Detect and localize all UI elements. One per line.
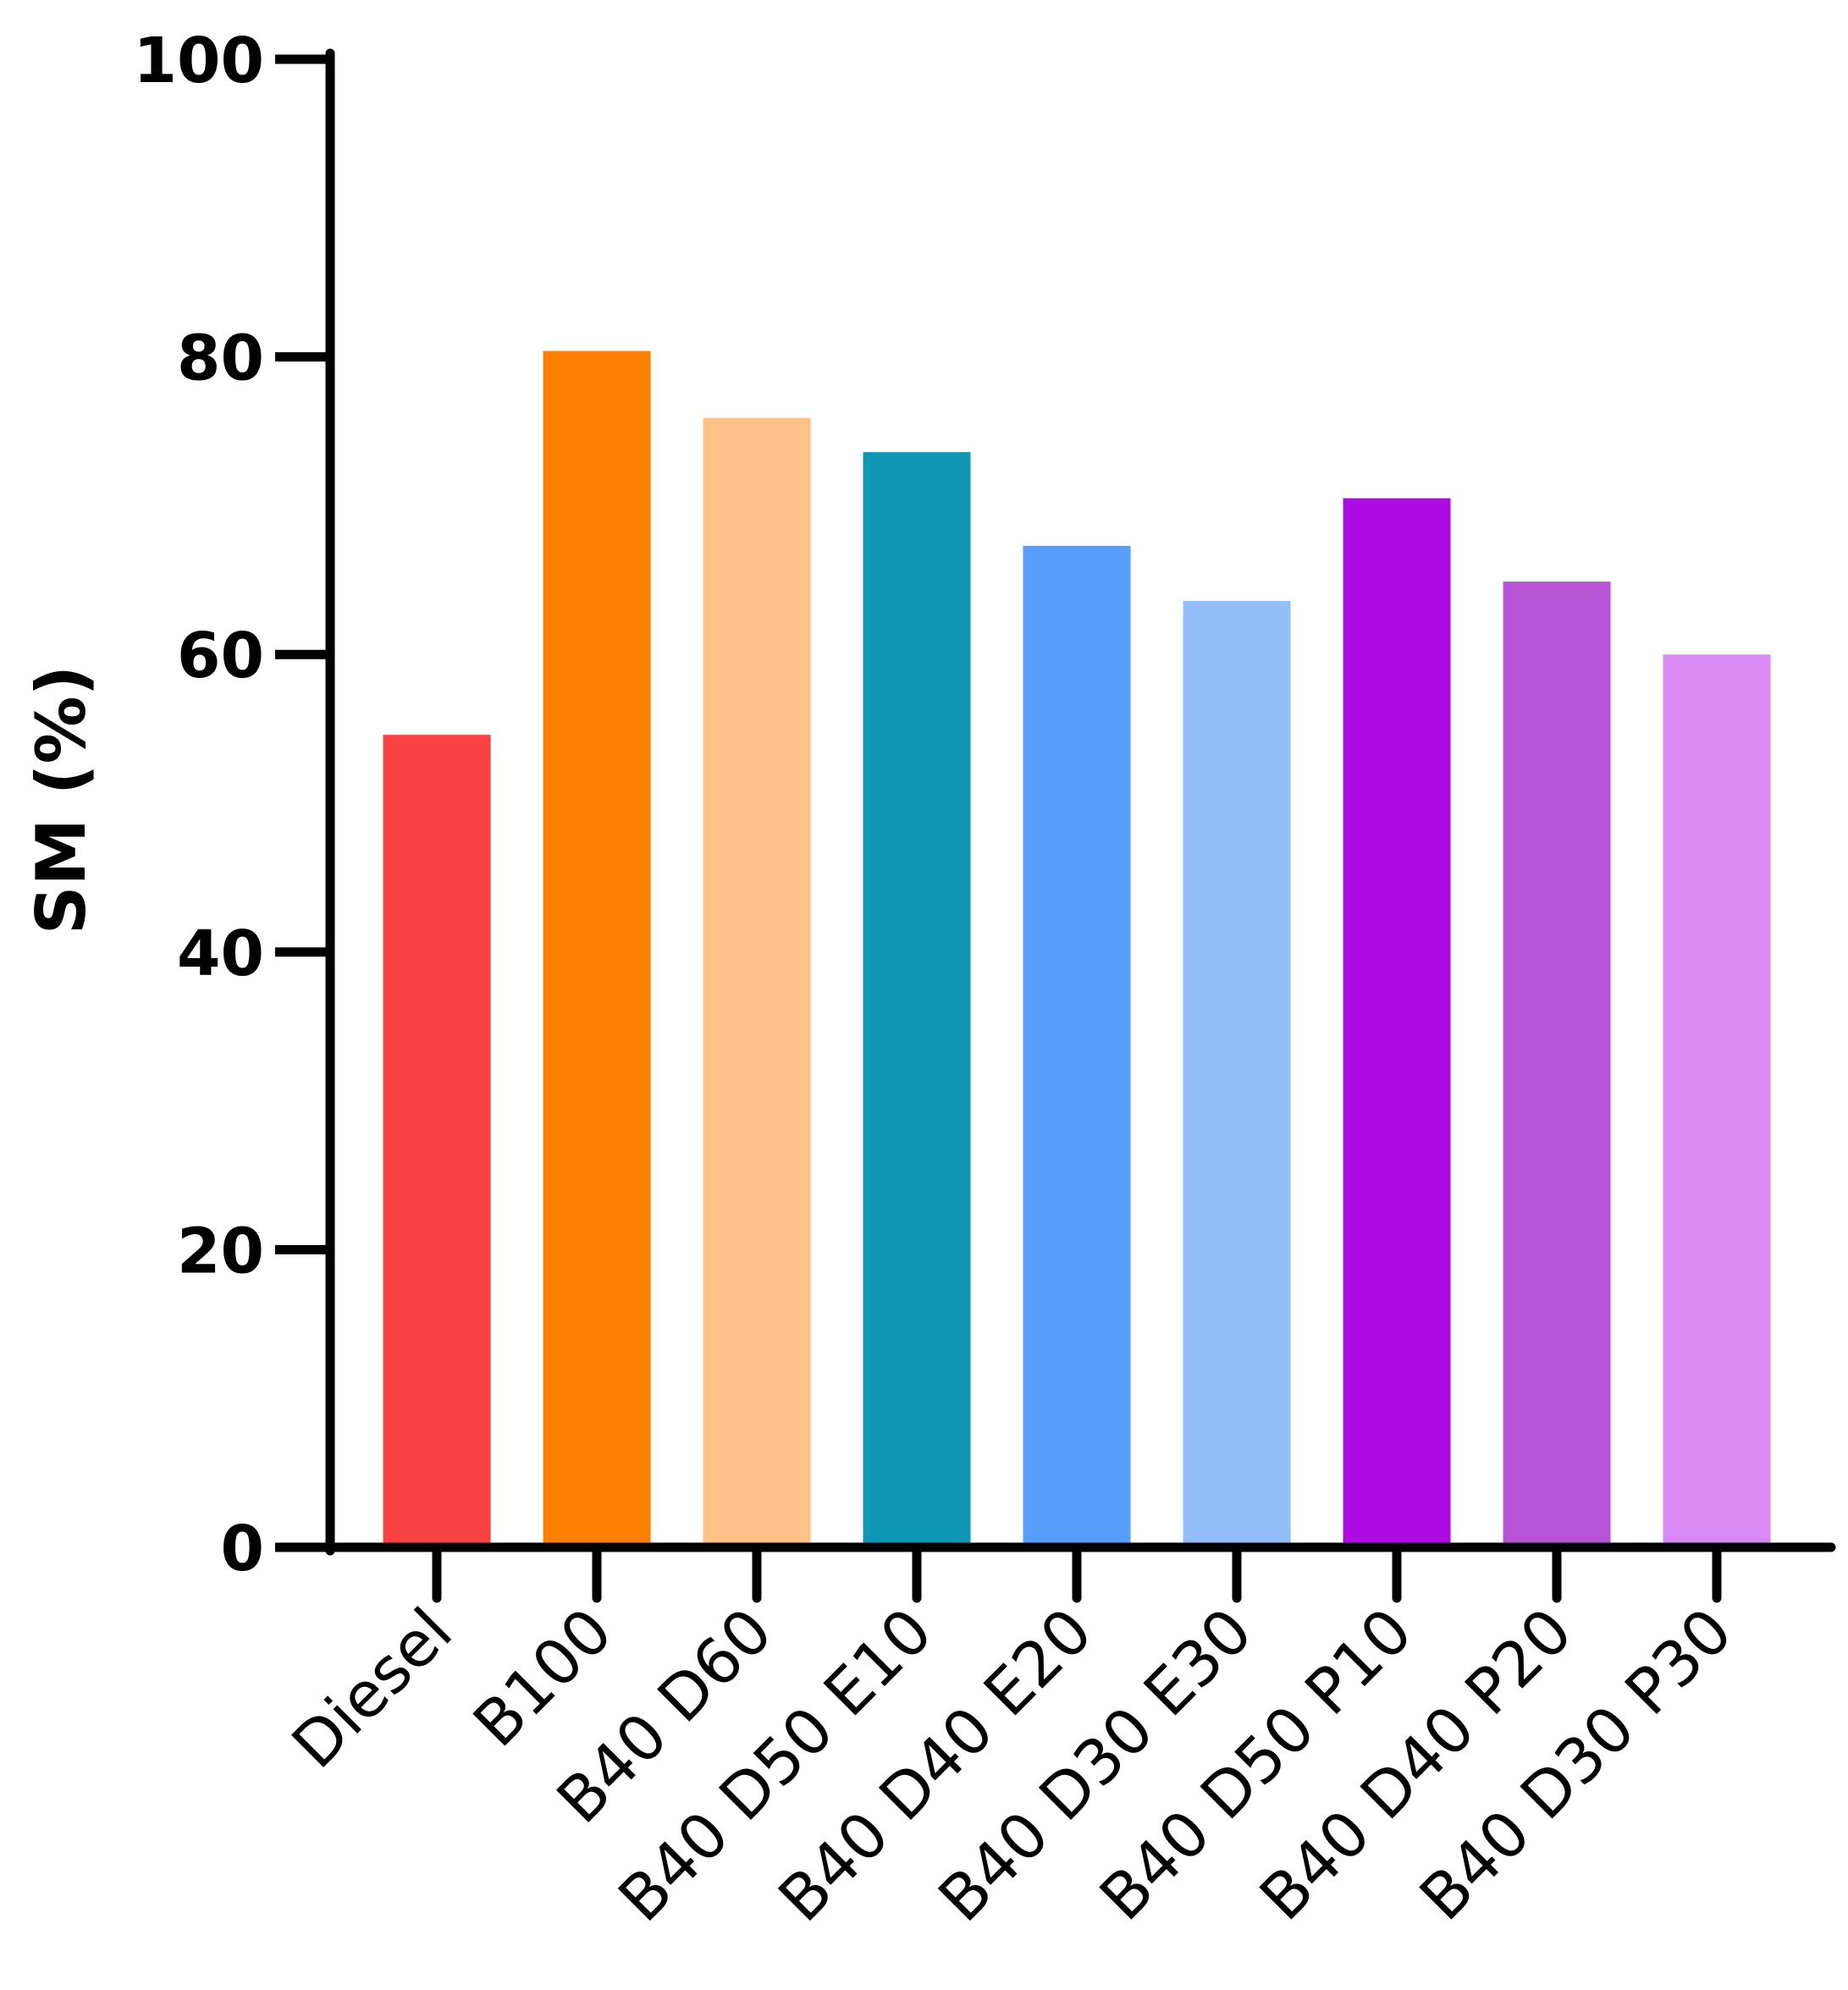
y-tick-label-80: 80 xyxy=(177,322,264,395)
y-axis-label: SM (%) xyxy=(22,665,101,934)
y-tick-label-60: 60 xyxy=(177,620,264,692)
bar-b40-d30-p30 xyxy=(1663,654,1771,1548)
y-tick-label-0: 0 xyxy=(221,1513,265,1585)
bar-b40-d50-e10 xyxy=(863,452,971,1547)
x-tick-label-diesel: Diesel xyxy=(279,1595,466,1783)
bar-b40-d40-e20 xyxy=(1023,545,1131,1548)
y-tick-label-40: 40 xyxy=(177,918,264,990)
bar-b40-d30-e30 xyxy=(1183,600,1291,1547)
bar-b100 xyxy=(543,350,651,1547)
y-tick-label-100: 100 xyxy=(134,25,264,97)
bar-b40-d40-p20 xyxy=(1503,582,1611,1547)
bar-diesel xyxy=(383,735,491,1547)
bar-b40-d60 xyxy=(703,417,811,1548)
bar-b40-d50-p10 xyxy=(1343,498,1451,1547)
bars-group xyxy=(383,350,1771,1548)
y-tick-label-20: 20 xyxy=(177,1215,264,1287)
y-ticks-group: 0 20 40 60 80 100 xyxy=(134,25,330,1585)
